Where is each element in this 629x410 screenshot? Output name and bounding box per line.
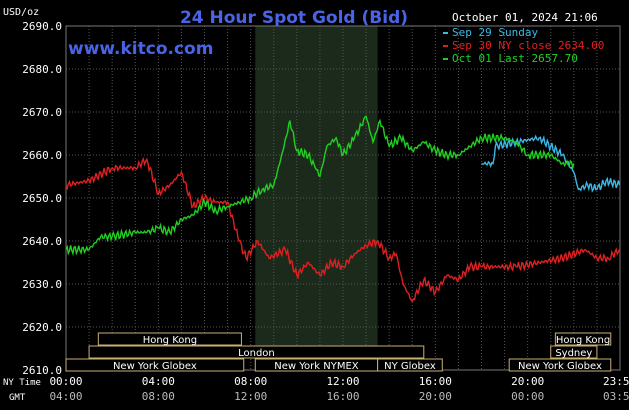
series-line-1	[65, 156, 621, 303]
session-bar-ny_globex_2	[377, 358, 443, 372]
session-label-pit: New York NYMEX	[274, 361, 359, 372]
legend-entry: Oct 01 Last 2657.70	[452, 52, 578, 65]
y-tick-label: 2620.0	[22, 321, 62, 334]
x-tick-gmt: 16:00	[326, 390, 359, 403]
session-label-americas: New York Globex	[518, 361, 602, 372]
x-tick-ny: 00:00	[49, 375, 82, 388]
legend-swatch	[443, 58, 448, 60]
y-tick-label: 2610.0	[22, 364, 62, 377]
x-tick-gmt: 00:00	[511, 390, 544, 403]
x-tick-gmt: 04:00	[49, 390, 82, 403]
session-bar-americas	[508, 358, 612, 372]
x-tick-gmt: 03:59	[603, 390, 629, 403]
y-tick-label: 2660.0	[22, 149, 62, 162]
legend-entry: Sep 30 NY close 2634.00	[452, 39, 604, 52]
legend-swatch	[443, 32, 448, 34]
x-tick-gmt: 12:00	[234, 390, 267, 403]
legend-entry: Sep 29 Sunday	[452, 26, 538, 39]
x-axis-ny-label: NY Time	[3, 378, 41, 388]
chart-timestamp: October 01, 2024 21:06	[452, 11, 598, 24]
y-axis-label: USD/oz	[3, 7, 39, 18]
session-label-europe: London	[238, 348, 275, 359]
x-tick-ny: 04:00	[142, 375, 175, 388]
chart-title: 24 Hour Spot Gold (Bid)	[180, 8, 408, 28]
x-tick-gmt: 08:00	[142, 390, 175, 403]
y-tick-label: 2640.0	[22, 235, 62, 248]
session-label-asia: Hong Kong	[143, 335, 197, 346]
session-label-asia: Hong Kong	[556, 335, 610, 346]
y-tick-label: 2650.0	[22, 192, 62, 205]
series-line-0	[481, 134, 621, 193]
y-tick-label: 2680.0	[22, 63, 62, 76]
session-bar-sydney	[550, 345, 598, 359]
session-bar-asia	[554, 332, 612, 346]
session-bar-asia	[97, 332, 242, 346]
x-tick-ny: 08:00	[234, 375, 267, 388]
y-tick-label: 2670.0	[22, 106, 62, 119]
x-tick-ny: 12:00	[326, 375, 359, 388]
x-axis-gmt-label: GMT	[9, 393, 26, 403]
y-tick-label: 2690.0	[22, 20, 62, 33]
x-tick-ny: 20:00	[511, 375, 544, 388]
x-tick-gmt: 20:00	[419, 390, 452, 403]
website-label: www.kitco.com	[68, 39, 213, 59]
session-label-americas: New York Globex	[113, 361, 197, 372]
session-bar-americas	[65, 358, 245, 372]
y-tick-label: 2630.0	[22, 278, 62, 291]
series-line-2	[65, 115, 575, 257]
x-tick-ny: 16:00	[419, 375, 452, 388]
session-label-sydney: Sydney	[555, 348, 592, 359]
session-bar-europe	[88, 345, 425, 359]
legend-swatch	[443, 45, 448, 47]
x-tick-ny: 23:59	[603, 375, 629, 388]
session-label-ny_globex_2: NY Globex	[384, 361, 436, 372]
